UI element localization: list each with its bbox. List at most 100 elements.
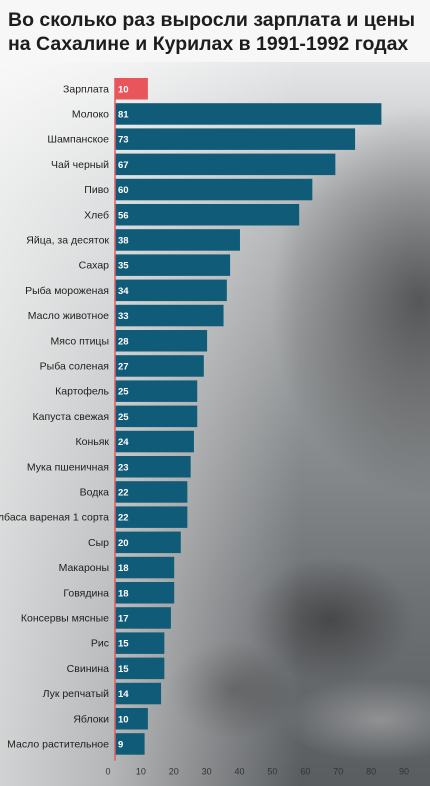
value-label-25: 14 xyxy=(118,689,129,700)
x-axis-ticks-group: 0 10 20 30 40 50 60 70 80 90 xyxy=(105,767,409,777)
bar-27 xyxy=(115,733,145,755)
bar-25 xyxy=(115,682,162,705)
bar-10 xyxy=(115,304,224,327)
value-label-4: 67 xyxy=(118,160,129,171)
x-tick-label-30: 30 xyxy=(202,767,212,777)
value-label-26: 10 xyxy=(118,714,129,725)
value-label-18: 22 xyxy=(118,513,129,524)
value-label-2: 81 xyxy=(118,109,129,120)
chart-title-line-2: на Сахалине и Курилах в 1991-1992 годах xyxy=(8,33,409,55)
title-panel: Во сколько раз выросли зарплата и цены н… xyxy=(0,0,430,62)
category-label-15: Коньяк xyxy=(75,436,109,448)
category-label-22: Консервы мясные xyxy=(21,612,109,624)
value-label-11: 28 xyxy=(118,336,129,347)
x-tick-label-90: 90 xyxy=(399,767,409,777)
category-label-24: Свинина xyxy=(67,663,109,675)
value-label-6: 56 xyxy=(118,210,129,221)
value-label-5: 60 xyxy=(118,185,129,196)
bar-13 xyxy=(115,380,198,402)
value-label-14: 25 xyxy=(118,412,129,423)
category-label-1: Зарплата xyxy=(63,83,109,95)
value-label-7: 38 xyxy=(118,235,129,246)
bar-1 xyxy=(115,78,148,100)
x-tick-label-40: 40 xyxy=(235,767,245,777)
bar-6 xyxy=(115,204,300,226)
bar-7 xyxy=(115,229,240,251)
x-tick-label-80: 80 xyxy=(366,767,376,777)
value-label-24: 15 xyxy=(118,664,129,675)
x-tick-label-20: 20 xyxy=(169,767,179,777)
bar-17 xyxy=(115,481,188,503)
bar-24 xyxy=(115,657,165,680)
value-label-27: 9 xyxy=(118,739,123,750)
category-label-8: Сахар xyxy=(79,260,110,272)
category-label-14: Капуста свежая xyxy=(33,411,109,423)
chart-title-line-1: Во сколько раз выросли зарплата и цены xyxy=(8,9,416,31)
bar-14 xyxy=(115,405,198,428)
category-label-23: Рис xyxy=(91,638,109,650)
x-tick-label-50: 50 xyxy=(267,767,277,777)
bar-16 xyxy=(115,456,191,478)
category-label-11: Мясо птицы xyxy=(51,335,109,347)
category-label-26: Яблоки xyxy=(73,713,109,725)
category-label-2: Молоко xyxy=(72,108,109,120)
bar-12 xyxy=(115,355,204,377)
bar-11 xyxy=(115,330,208,352)
bar-19 xyxy=(115,531,181,554)
category-label-17: Водка xyxy=(80,486,110,498)
category-label-21: Говядина xyxy=(63,587,109,599)
bar-20 xyxy=(115,556,175,579)
value-label-23: 15 xyxy=(118,639,129,650)
category-labels-group: Зарплата Молоко Шампанское Чай черный Пиво Хл… xyxy=(0,83,110,750)
category-label-12: Рыба соленая xyxy=(40,360,109,372)
bar-9 xyxy=(115,279,227,302)
category-label-6: Хлеб xyxy=(84,209,109,221)
chart-title: Во сколько раз выросли зарплата и цены н… xyxy=(8,8,428,56)
value-label-9: 34 xyxy=(118,286,129,297)
category-label-10: Масло животное xyxy=(28,310,109,322)
category-label-9: Рыба мороженая xyxy=(25,285,109,297)
category-label-3: Шампанское xyxy=(47,134,109,146)
category-label-27: Масло растительное xyxy=(7,738,109,750)
value-label-16: 23 xyxy=(118,462,129,473)
value-label-12: 27 xyxy=(118,361,129,372)
value-labels-group: 10 81 73 67 60 56 38 35 34 33 28 27 25 25 24 23 22 22 20 18… xyxy=(118,84,129,750)
bar-4 xyxy=(115,153,336,176)
value-label-3: 73 xyxy=(118,135,129,146)
category-label-13: Картофель xyxy=(55,386,109,398)
x-tick-label-60: 60 xyxy=(300,767,310,777)
category-label-25: Лук репчатый xyxy=(43,688,110,700)
x-tick-label-70: 70 xyxy=(333,767,343,777)
bar-18 xyxy=(115,506,188,528)
bar-8 xyxy=(115,254,231,276)
bar-22 xyxy=(115,607,171,629)
value-label-8: 35 xyxy=(118,261,129,272)
bar-21 xyxy=(115,582,175,604)
bars-group xyxy=(115,78,382,755)
value-label-15: 24 xyxy=(118,437,129,448)
category-label-16: Мука пшеничная xyxy=(27,461,109,473)
category-label-20: Макароны xyxy=(59,562,109,574)
category-label-19: Сыр xyxy=(88,537,109,549)
x-tick-label-0: 0 xyxy=(105,767,110,777)
x-tick-label-10: 10 xyxy=(136,767,146,777)
value-label-19: 20 xyxy=(118,538,129,549)
bar-2 xyxy=(115,103,382,125)
value-label-20: 18 xyxy=(118,563,129,574)
value-label-10: 33 xyxy=(118,311,129,322)
category-label-7: Яйца, за десяток xyxy=(26,234,109,246)
category-label-18: Колбаса вареная 1 сорта xyxy=(0,512,109,524)
bar-3 xyxy=(115,128,356,150)
value-label-17: 22 xyxy=(118,487,129,498)
value-label-22: 17 xyxy=(118,613,129,624)
bar-23 xyxy=(115,632,165,654)
category-label-4: Чай черный xyxy=(51,159,109,171)
bar-26 xyxy=(115,708,148,730)
bar-15 xyxy=(115,430,194,453)
value-label-1: 10 xyxy=(118,84,129,95)
value-label-21: 18 xyxy=(118,588,129,599)
category-label-5: Пиво xyxy=(84,184,109,196)
bar-5 xyxy=(115,178,313,201)
value-label-13: 25 xyxy=(118,387,129,398)
